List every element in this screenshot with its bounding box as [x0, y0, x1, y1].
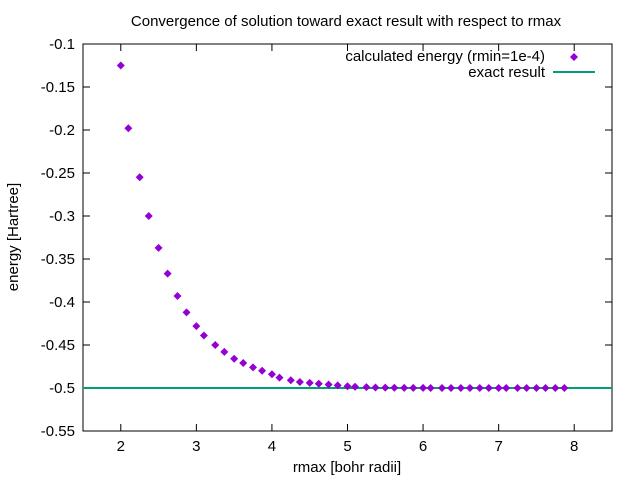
x-tick-label: 6	[419, 438, 427, 455]
data-point	[494, 384, 503, 392]
x-tick-label: 8	[570, 438, 578, 455]
data-point	[484, 384, 493, 392]
data-point	[239, 359, 248, 368]
y-tick-label: -0.25	[41, 165, 75, 182]
y-tick-label: -0.5	[49, 380, 75, 397]
data-point	[163, 269, 172, 278]
x-tick-label: 2	[117, 438, 125, 455]
data-point	[324, 380, 333, 389]
data-point	[220, 347, 229, 356]
data-point	[124, 124, 133, 133]
data-point	[351, 382, 360, 391]
y-axis-label: energy [Hartree]	[5, 183, 22, 291]
legend-label-calculated-energy: calculated energy (rmin=1e-4)	[345, 48, 545, 65]
y-tick-label: -0.45	[41, 337, 75, 354]
data-point	[409, 383, 418, 392]
tick-labels: 2 3 4 5 6 7 8 -0.55 -0.5 -0.45 -0.4 -0.35 -0.3 -0.25 -…	[41, 36, 579, 455]
data-point	[211, 341, 220, 349]
data-point	[475, 384, 484, 392]
data-point	[560, 384, 569, 392]
data-point	[390, 383, 399, 392]
data-point	[502, 384, 511, 392]
tick-marks	[83, 43, 612, 432]
x-axis-label: rmax [bohr radii]	[293, 459, 401, 476]
legend-swatch-calculated-energy	[570, 53, 578, 61]
data-point	[173, 291, 182, 300]
data-point	[230, 354, 239, 363]
data-point	[275, 373, 284, 382]
data-point	[541, 384, 550, 392]
data-point	[426, 384, 435, 392]
data-point	[465, 384, 474, 392]
data-point	[532, 384, 541, 392]
data-point	[199, 331, 208, 340]
data-point	[551, 384, 560, 392]
data-point	[305, 378, 314, 387]
data-point	[381, 383, 390, 392]
data-point	[135, 173, 144, 182]
data-point	[419, 383, 428, 392]
data-point	[192, 322, 201, 331]
data-point	[333, 381, 342, 390]
legend: calculated energy (rmin=1e-4) exact resu…	[345, 48, 595, 81]
x-tick-label: 3	[192, 438, 200, 455]
chart-marks	[83, 61, 612, 392]
legend-label-exact-result: exact result	[468, 64, 546, 81]
data-point	[286, 376, 295, 385]
plot-area-border	[82, 43, 613, 432]
data-point	[267, 370, 276, 379]
data-point	[362, 383, 371, 392]
y-tick-label: -0.55	[41, 423, 75, 440]
data-point	[144, 212, 153, 220]
data-point	[522, 384, 531, 392]
y-tick-label: -0.2	[49, 122, 75, 139]
data-point	[343, 382, 352, 391]
data-point	[371, 383, 380, 392]
y-tick-label: -0.35	[41, 251, 75, 268]
y-tick-label: -0.3	[49, 208, 75, 225]
chart-title: Convergence of solution toward exact res…	[131, 13, 562, 30]
data-point	[400, 383, 409, 392]
data-point	[182, 308, 191, 317]
data-point	[116, 61, 125, 70]
data-point	[258, 366, 267, 375]
y-tick-label: -0.1	[49, 36, 75, 53]
data-point	[513, 384, 522, 392]
data-point	[447, 384, 456, 392]
data-point	[154, 243, 163, 252]
y-tick-label: -0.4	[49, 294, 75, 311]
data-point	[314, 379, 323, 388]
y-tick-label: -0.15	[41, 79, 75, 96]
data-point	[456, 384, 465, 392]
data-point	[249, 363, 258, 372]
x-tick-label: 4	[268, 438, 276, 455]
data-point	[295, 377, 304, 386]
data-point	[437, 384, 446, 392]
x-tick-label: 5	[343, 438, 351, 455]
x-tick-label: 7	[494, 438, 502, 455]
